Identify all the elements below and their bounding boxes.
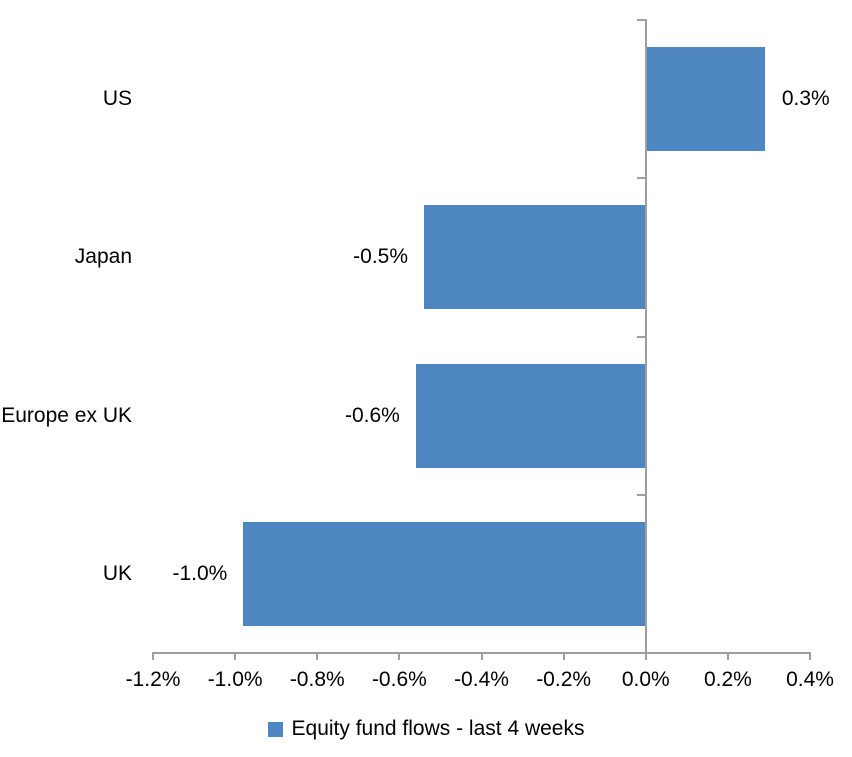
category-label: UK	[102, 561, 132, 585]
x-tick-label: -0.4%	[454, 668, 509, 691]
x-axis-tick	[234, 652, 237, 660]
x-axis-tick	[809, 652, 811, 660]
x-axis-tick	[152, 652, 154, 660]
category-axis-tick	[636, 19, 645, 21]
x-axis-tick	[316, 652, 319, 660]
category-axis-tick	[636, 335, 645, 338]
category-axis-tick	[636, 493, 645, 496]
x-tick-label: -0.2%	[536, 668, 592, 691]
x-tick-label: -0.8%	[289, 668, 345, 691]
bar	[243, 521, 646, 626]
bar-value-label: -1.0%	[172, 561, 228, 585]
x-axis-tick	[480, 652, 483, 660]
x-axis-tick	[726, 652, 729, 660]
category-axis-line	[644, 19, 647, 654]
x-tick-label: 0.0%	[621, 668, 670, 691]
category-label: Japan	[74, 245, 132, 269]
x-tick-label: -1.0%	[207, 668, 263, 691]
x-axis-tick	[644, 652, 647, 660]
bar	[645, 47, 765, 152]
x-tick-label: -1.2%	[125, 668, 181, 691]
value-axis-line	[152, 652, 811, 654]
x-tick-label: 0.4%	[786, 668, 834, 691]
legend-label: Equity fund flows - last 4 weeks	[291, 717, 585, 740]
bar	[415, 363, 646, 468]
category-label: Europe ex UK	[1, 403, 132, 427]
x-axis-tick	[562, 652, 565, 660]
x-tick-label: -0.6%	[371, 668, 427, 691]
x-axis-tick	[398, 652, 401, 660]
bar-value-label: -0.5%	[353, 245, 409, 269]
x-tick-label: 0.2%	[703, 668, 752, 691]
bar-value-label: -0.6%	[344, 403, 400, 427]
legend: Equity fund flows - last 4 weeks	[0, 714, 852, 744]
bar	[424, 205, 646, 310]
category-axis-tick	[636, 177, 645, 180]
category-label: US	[102, 87, 132, 111]
legend-swatch-icon	[267, 721, 283, 737]
bar-value-label: 0.3%	[781, 87, 830, 111]
